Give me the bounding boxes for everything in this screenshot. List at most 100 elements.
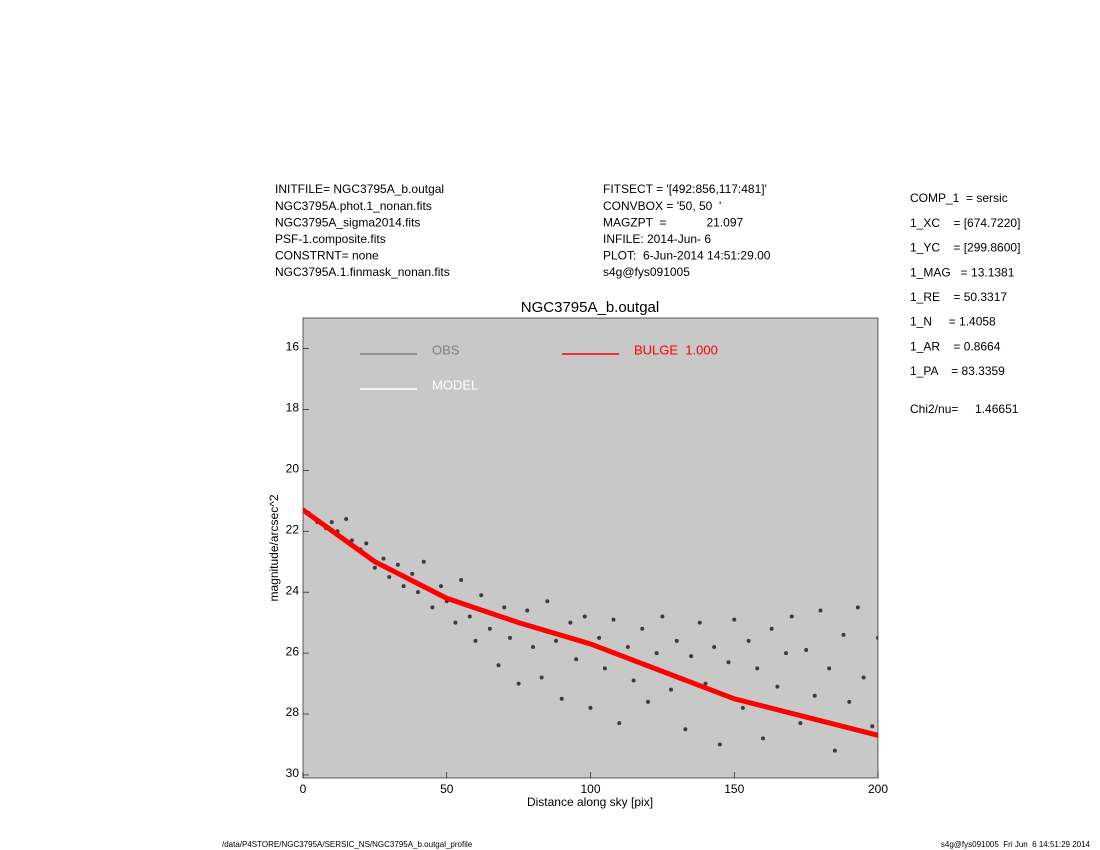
y-tick-label: 24	[286, 583, 300, 597]
obs-point	[784, 651, 788, 656]
obs-point	[545, 599, 550, 604]
obs-point	[674, 638, 679, 643]
info-left: NGC3795A_sigma2014.fits	[275, 215, 420, 229]
obs-point	[588, 705, 593, 710]
obs-point	[487, 626, 492, 631]
footer-left: /data/P4STORE/NGC3795A/SERSIC_NS/NGC3795…	[222, 840, 473, 849]
obs-point	[459, 577, 464, 582]
obs-point	[827, 666, 832, 671]
y-tick-label: 28	[286, 705, 300, 719]
obs-point	[789, 614, 794, 619]
obs-point	[761, 736, 765, 741]
y-tick-label: 18	[286, 401, 300, 415]
obs-point	[855, 605, 860, 610]
plot-area	[302, 317, 879, 779]
obs-point	[740, 705, 745, 710]
x-tick-label: 100	[580, 782, 600, 796]
chi2: Chi2/nu= 1.46651	[910, 402, 1019, 416]
obs-point	[410, 571, 415, 576]
obs-point	[775, 684, 780, 689]
info-left: NGC3795A.1.finmask_nonan.fits	[275, 265, 450, 279]
obs-point	[568, 620, 573, 625]
fit-param: 1_RE = 50.3317	[910, 290, 1007, 304]
obs-point	[755, 666, 760, 671]
x-tick-label: 150	[724, 782, 744, 796]
fit-param: 1_N = 1.4058	[910, 315, 996, 329]
obs-point	[453, 620, 458, 625]
info-left: NGC3795A.phot.1_nonan.fits	[275, 199, 432, 213]
obs-point	[516, 681, 521, 686]
info-left: PSF-1.composite.fits	[275, 232, 386, 246]
plot-marks	[303, 507, 878, 753]
info-left: CONSTRNT= none	[275, 249, 379, 263]
obs-point	[876, 635, 878, 640]
footer-right: s4g@fys091005 Fri Jun 6 14:51:29 2014	[941, 840, 1091, 849]
info-mid: PLOT: 6-Jun-2014 14:51:29.00	[603, 249, 771, 263]
model-line	[303, 507, 878, 738]
obs-point	[769, 626, 774, 631]
x-axis-label: Distance along sky [pix]	[527, 795, 653, 809]
obs-point	[683, 727, 688, 732]
obs-point	[597, 635, 602, 640]
obs-point	[329, 520, 334, 525]
info-mid: CONVBOX = '50, 50 '	[603, 199, 721, 213]
info-mid: INFILE: 2014-Jun- 6	[603, 232, 711, 246]
obs-point	[559, 696, 564, 701]
obs-point	[421, 559, 426, 564]
obs-point	[640, 626, 645, 631]
obs-point	[467, 614, 472, 619]
obs-point	[574, 657, 579, 662]
obs-point	[387, 574, 392, 579]
y-tick-label: 22	[286, 522, 300, 536]
y-tick-label: 30	[286, 766, 300, 780]
obs-point	[631, 678, 636, 683]
obs-point	[732, 617, 737, 622]
obs-point	[611, 617, 616, 622]
obs-point	[416, 590, 420, 595]
obs-point	[804, 648, 809, 653]
obs-point	[582, 614, 587, 619]
obs-point	[554, 638, 558, 643]
obs-point	[531, 645, 535, 650]
obs-point	[812, 693, 817, 698]
obs-point	[381, 556, 386, 561]
y-tick-label: 20	[286, 461, 300, 475]
obs-point	[625, 645, 630, 650]
chart-title: NGC3795A_b.outgal	[521, 299, 659, 316]
obs-point	[712, 645, 717, 650]
info-mid: FITSECT = '[492:856,117:481]'	[603, 182, 767, 196]
obs-point	[746, 638, 751, 643]
obs-point	[439, 584, 443, 589]
obs-point	[697, 620, 702, 625]
obs-point	[364, 541, 369, 546]
obs-point	[841, 632, 846, 637]
obs-point	[602, 666, 607, 671]
obs-point	[617, 721, 622, 726]
obs-point	[654, 651, 659, 656]
obs-point	[508, 635, 512, 640]
obs-point	[344, 517, 349, 522]
legend-label: OBS	[432, 342, 460, 357]
y-tick-label: 16	[286, 340, 300, 354]
obs-point	[395, 562, 400, 567]
obs-point	[479, 593, 484, 598]
info-mid: s4g@fys091005	[603, 265, 690, 279]
obs-point	[689, 654, 694, 659]
x-tick-label: 50	[440, 782, 454, 796]
obs-point	[502, 605, 507, 610]
obs-point	[832, 748, 837, 753]
obs-point	[717, 742, 722, 747]
fit-param: 1_XC = [674.7220]	[910, 216, 1020, 230]
obs-point	[669, 687, 673, 692]
obs-point	[870, 724, 875, 729]
obs-point	[539, 675, 544, 680]
fit-param: 1_PA = 83.3359	[910, 364, 1005, 378]
obs-point	[861, 675, 866, 680]
obs-point	[847, 699, 852, 704]
legend-label: MODEL	[432, 377, 478, 392]
obs-point	[818, 608, 823, 613]
obs-point	[798, 721, 803, 726]
fit-param: 1_AR = 0.8664	[910, 339, 1001, 353]
